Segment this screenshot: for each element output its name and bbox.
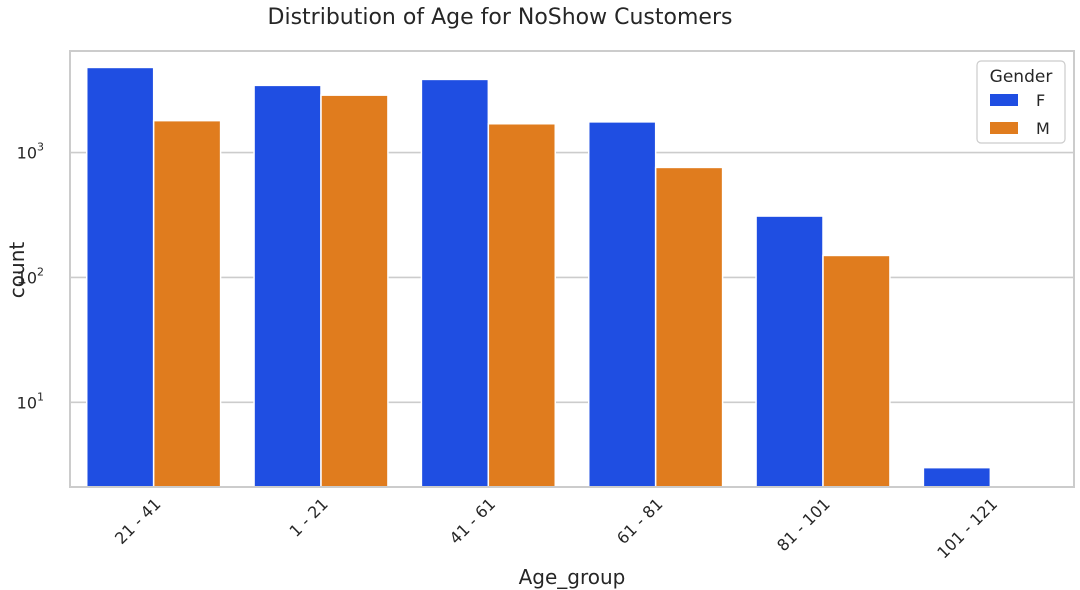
x-tick-label: 61 - 81 <box>613 494 667 548</box>
x-tick-label: 101 - 121 <box>933 494 1001 562</box>
chart-title: Distribution of Age for NoShow Customers <box>268 5 733 30</box>
legend-swatch-f <box>990 94 1018 106</box>
grid-lines <box>70 151 1074 404</box>
bar-f-5 <box>922 466 992 488</box>
x-axis-label: Age_group <box>519 565 626 589</box>
bars <box>85 66 992 488</box>
y-tick-labels: 101 102 103 <box>17 141 44 413</box>
y-tick-label: 102 <box>17 265 44 287</box>
x-tick-label: 81 - 101 <box>773 494 834 555</box>
bar-f-0 <box>85 66 155 488</box>
legend: Gender FM <box>976 60 1066 144</box>
bar-m-0 <box>152 119 222 488</box>
bar-m-2 <box>487 123 557 488</box>
legend-title: Gender <box>990 67 1053 87</box>
x-tick-labels: 21 - 41 1 - 21 41 - 61 61 - 81 81 - 101 101 -… <box>111 494 1001 562</box>
plot-frame <box>69 50 1075 488</box>
x-tick-label: 21 - 41 <box>111 494 165 548</box>
x-tick-label: 1 - 21 <box>286 494 332 540</box>
bar-f-4 <box>755 215 824 488</box>
bar-f-3 <box>587 121 657 488</box>
bar-m-3 <box>654 166 724 488</box>
bar-m-4 <box>822 254 891 488</box>
bar-f-2 <box>420 78 490 488</box>
y-axis-label: count <box>5 242 29 299</box>
legend-label-m: M <box>1036 119 1050 138</box>
x-tick-label: 41 - 61 <box>446 494 500 548</box>
y-tick-label: 103 <box>17 141 44 163</box>
legend-swatch-m <box>990 122 1018 134</box>
bar-m-1 <box>320 94 389 488</box>
bar-f-1 <box>253 84 322 488</box>
legend-label-f: F <box>1036 91 1045 110</box>
y-tick-label: 101 <box>17 390 44 412</box>
